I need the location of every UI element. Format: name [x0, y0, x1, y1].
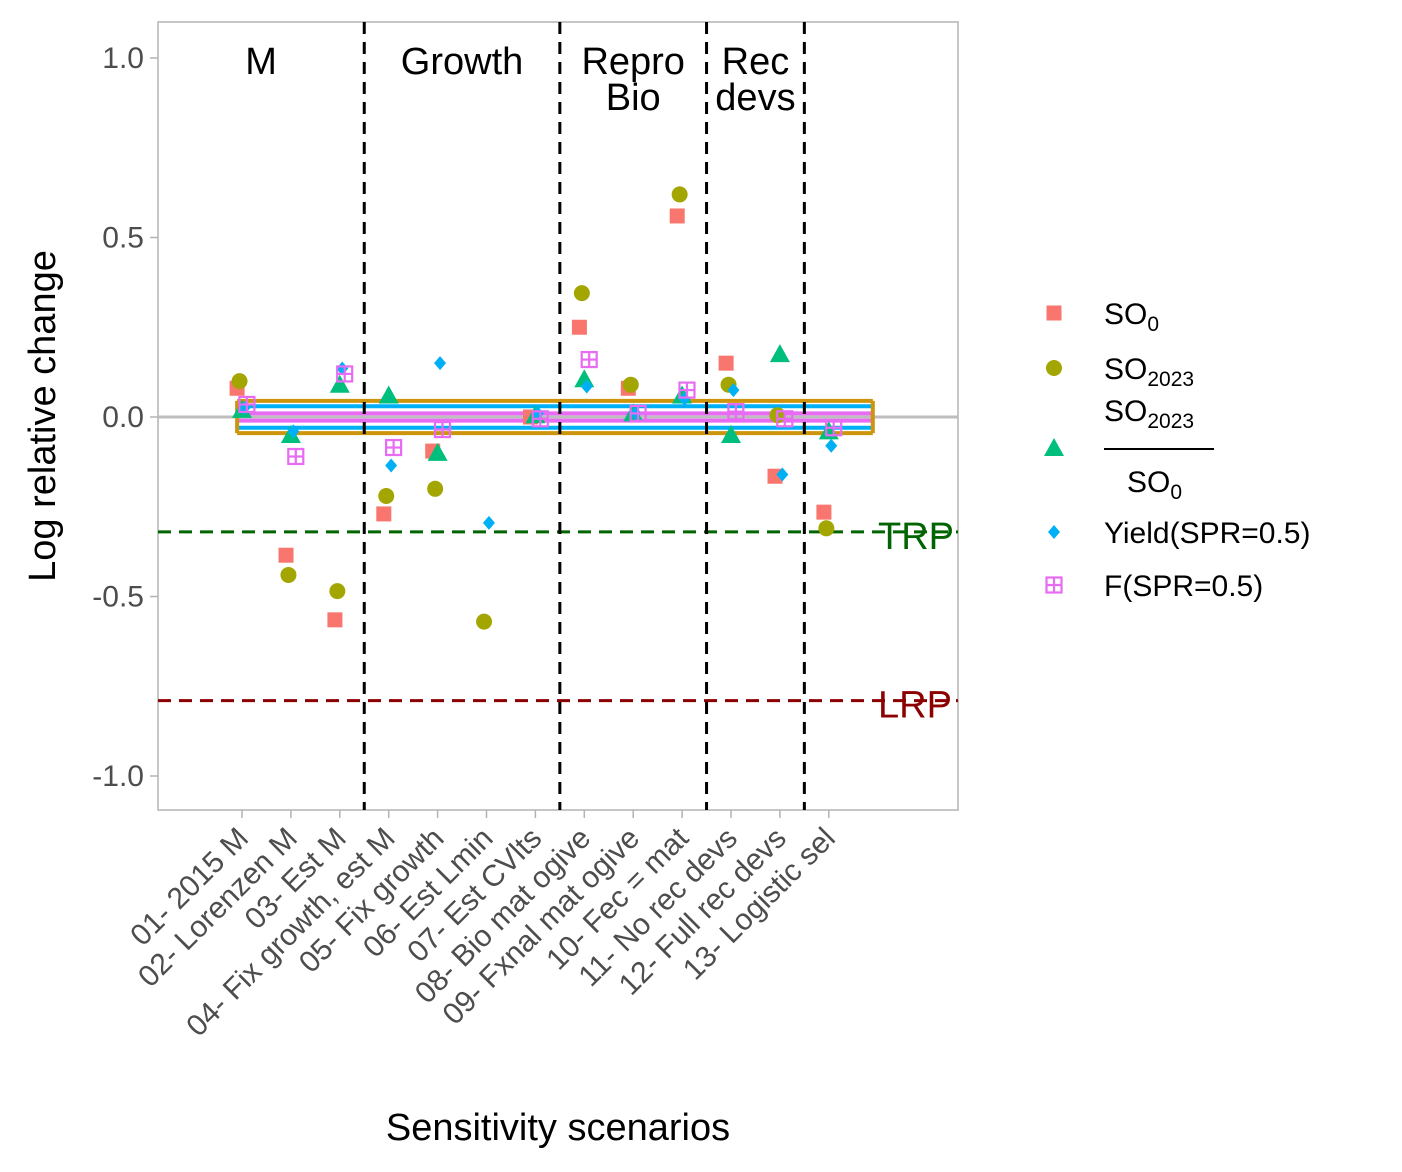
point-so2023 — [427, 480, 444, 497]
point-so2023 — [622, 376, 639, 393]
group-labels: M Growth Repro Bio Rec devs — [245, 41, 795, 119]
point-yield — [287, 424, 300, 439]
point-f — [629, 404, 647, 423]
legend-key-f — [1045, 576, 1063, 594]
point-yield — [385, 458, 398, 473]
reference-lines: TRP LRP — [158, 516, 958, 727]
point-yield — [580, 379, 593, 394]
y-tick-label: 0.5 — [102, 222, 144, 255]
point-f — [384, 438, 403, 457]
point-yield — [434, 356, 447, 371]
x-axis-title: Sensitivity scenarios — [386, 1107, 730, 1149]
point-f — [776, 410, 794, 428]
point-yield — [727, 383, 740, 398]
point-ratio — [329, 374, 350, 393]
point-so2023 — [573, 285, 590, 302]
y-axis: 1.0 0.5 0.0 -0.5 -1.0 — [92, 42, 158, 793]
point-so2023 — [818, 520, 835, 537]
base-run-band — [158, 398, 958, 436]
point-f — [727, 403, 745, 421]
point-f — [678, 381, 696, 399]
group-label: Rec devs — [715, 41, 795, 119]
point-so0 — [571, 319, 587, 335]
legend-label-so0: SO0 — [1104, 298, 1159, 336]
point-yield — [825, 438, 838, 453]
point-so2023 — [231, 373, 248, 390]
point-so0 — [718, 355, 734, 371]
point-so2023 — [329, 583, 346, 600]
group-label: Growth — [401, 41, 523, 83]
group-label: Repro Bio — [581, 41, 685, 119]
legend: SO0 SO2023 SO2023 SO0 Yield(SPR=0.5) F(SPR=0.… — [1044, 298, 1310, 603]
point-f — [287, 447, 305, 466]
y-tick-label: -1.0 — [92, 760, 144, 793]
y-axis-title: Log relative change — [22, 250, 64, 582]
point-so2023 — [671, 186, 688, 203]
y-tick-label: 0.0 — [102, 401, 144, 434]
point-ratio — [378, 385, 399, 404]
point-ratio — [769, 344, 790, 363]
x-axis: 01- 2015 M02- Lorenzen M03- Est M04- Fix… — [124, 810, 842, 1043]
point-so2023 — [476, 613, 493, 630]
point-so2023 — [378, 487, 395, 504]
point-so2023 — [280, 566, 297, 583]
group-label: M — [245, 41, 277, 83]
point-yield — [776, 467, 789, 482]
point-f — [336, 365, 354, 383]
legend-label-ratio-denominator: SO0 — [1127, 466, 1182, 504]
point-yield — [482, 515, 495, 530]
point-f — [433, 420, 452, 439]
point-f — [238, 395, 256, 414]
ref-label-trp: TRP — [878, 516, 954, 558]
point-f — [825, 419, 843, 437]
legend-label-yield: Yield(SPR=0.5) — [1104, 517, 1310, 550]
point-so0 — [327, 612, 343, 628]
legend-key-ratio — [1044, 438, 1064, 456]
legend-key-so0 — [1046, 305, 1062, 321]
point-so0 — [816, 504, 832, 520]
point-ratio — [721, 424, 741, 443]
y-tick-label: -0.5 — [92, 581, 144, 614]
ref-label-lrp: LRP — [878, 685, 952, 727]
point-f — [531, 410, 549, 428]
y-tick-label: 1.0 — [102, 42, 144, 75]
point-f — [580, 350, 598, 369]
legend-label-ratio-numerator: SO2023 — [1104, 395, 1194, 433]
legend-label-so2023: SO2023 — [1104, 353, 1194, 391]
legend-key-yield — [1048, 525, 1060, 539]
point-so0 — [376, 506, 392, 522]
legend-label-f: F(SPR=0.5) — [1104, 570, 1263, 603]
point-ratio — [818, 421, 839, 440]
data-points — [229, 186, 843, 630]
point-so0 — [278, 547, 294, 563]
point-ratio — [427, 442, 448, 461]
legend-key-so2023 — [1046, 360, 1062, 376]
point-so0 — [669, 208, 685, 224]
group-dividers — [362, 22, 806, 810]
